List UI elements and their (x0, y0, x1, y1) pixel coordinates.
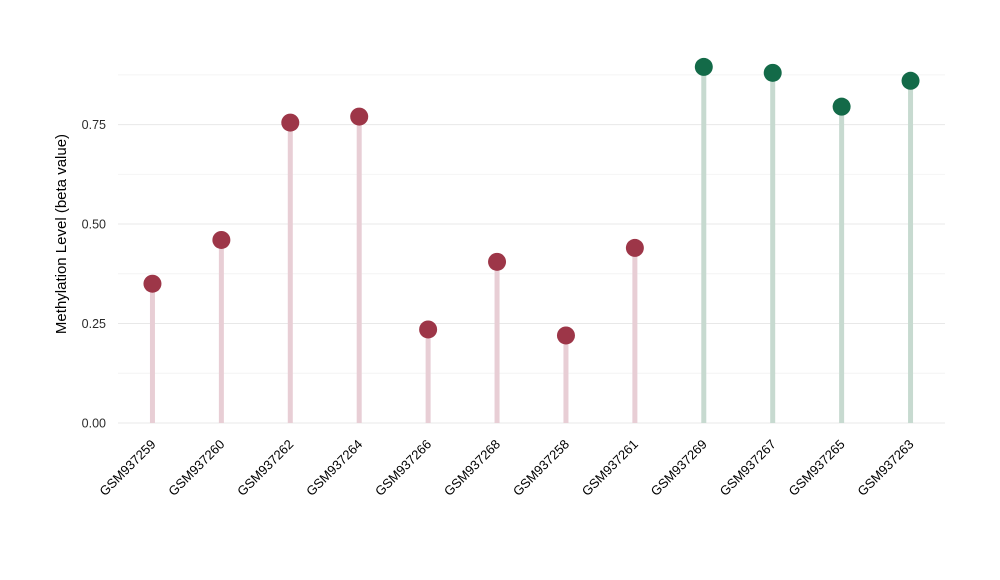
lollipop-dots (143, 57, 920, 345)
y-tick-label: 0.50 (82, 218, 106, 232)
lollipop-dot (763, 63, 782, 82)
lollipop-dot (556, 326, 575, 345)
y-tick-label: 0.75 (82, 118, 106, 132)
lollipop-dot (212, 230, 231, 249)
x-tick-label: GSM937267 (717, 437, 779, 499)
lollipop-dot (419, 320, 438, 339)
x-tick-label: GSM937266 (372, 437, 434, 499)
y-axis-title: Methylation Level (beta value) (53, 134, 70, 334)
x-tick-label: GSM937268 (441, 437, 503, 499)
x-tick-label: GSM937265 (786, 437, 848, 499)
lollipop-dot (488, 252, 507, 271)
lollipop-dot (625, 238, 644, 257)
lollipop-dot (694, 57, 713, 76)
x-tick-label: GSM937259 (96, 437, 158, 499)
x-tick-label: GSM937263 (854, 437, 916, 499)
y-axis-tick-labels: 0.00 0.25 0.50 0.75 (82, 118, 106, 430)
lollipop-dot (143, 274, 162, 293)
lollipop-dot (350, 107, 369, 126)
y-tick-label: 0.25 (82, 317, 106, 331)
gridlines (118, 74, 945, 424)
x-tick-label: GSM937262 (234, 437, 296, 499)
x-tick-label: GSM937258 (510, 437, 572, 499)
x-axis-tick-labels: GSM937259 GSM937260 GSM937262 GSM937264 GSM9… (96, 437, 916, 499)
lollipop-dot (281, 113, 300, 132)
y-tick-label: 0.00 (82, 417, 106, 431)
lollipop-dot (832, 97, 851, 116)
x-tick-label: GSM937269 (648, 437, 710, 499)
x-tick-label: GSM937264 (303, 437, 365, 499)
x-tick-label: GSM937260 (165, 437, 227, 499)
x-tick-label: GSM937261 (579, 437, 641, 499)
lollipop-dot (901, 71, 920, 90)
lollipop-stems (149, 66, 914, 423)
